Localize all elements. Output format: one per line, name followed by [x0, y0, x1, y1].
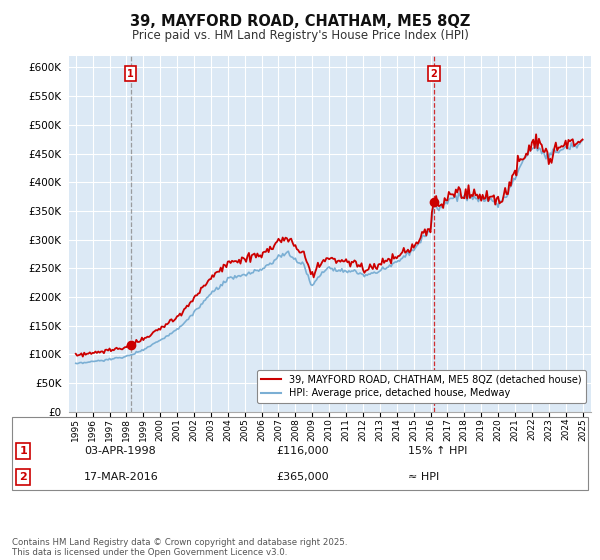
Text: £365,000: £365,000 — [276, 472, 329, 482]
Text: 1: 1 — [127, 69, 134, 79]
Text: 2: 2 — [431, 69, 437, 79]
Text: 2: 2 — [19, 472, 27, 482]
Text: ≈ HPI: ≈ HPI — [408, 472, 439, 482]
Legend: 39, MAYFORD ROAD, CHATHAM, ME5 8QZ (detached house), HPI: Average price, detache: 39, MAYFORD ROAD, CHATHAM, ME5 8QZ (deta… — [257, 370, 586, 403]
Text: £116,000: £116,000 — [276, 446, 329, 456]
Text: 17-MAR-2016: 17-MAR-2016 — [84, 472, 159, 482]
Text: Contains HM Land Registry data © Crown copyright and database right 2025.
This d: Contains HM Land Registry data © Crown c… — [12, 538, 347, 557]
Text: 1: 1 — [19, 446, 27, 456]
Text: 39, MAYFORD ROAD, CHATHAM, ME5 8QZ: 39, MAYFORD ROAD, CHATHAM, ME5 8QZ — [130, 14, 470, 29]
Text: Price paid vs. HM Land Registry's House Price Index (HPI): Price paid vs. HM Land Registry's House … — [131, 29, 469, 42]
Text: 15% ↑ HPI: 15% ↑ HPI — [408, 446, 467, 456]
Text: 03-APR-1998: 03-APR-1998 — [84, 446, 156, 456]
